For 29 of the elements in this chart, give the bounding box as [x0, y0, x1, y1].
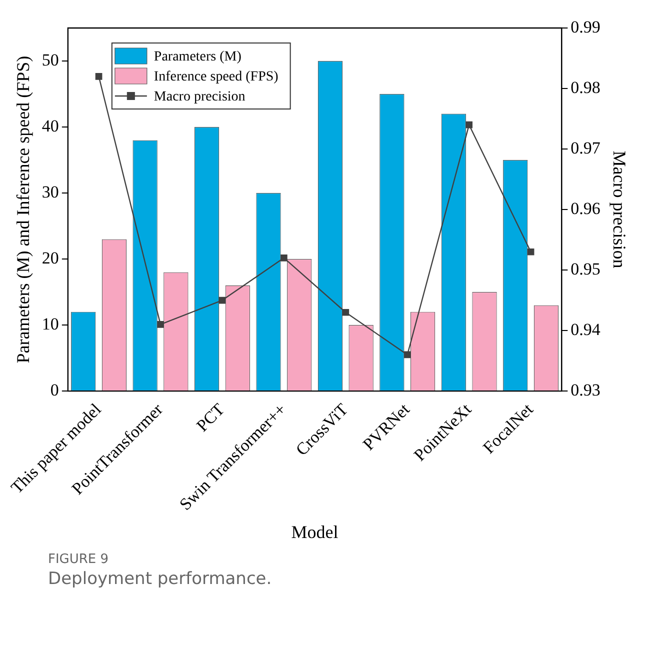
y2-tick-label: 0.94 — [570, 320, 601, 340]
point — [280, 254, 288, 262]
caption: FIGURE 9 — [48, 552, 110, 567]
point — [466, 121, 473, 128]
x-axis-title: Model — [291, 522, 338, 542]
point — [342, 308, 350, 316]
y2-tick-label: 0.98 — [570, 78, 600, 97]
legend-label: Macro precision — [154, 90, 246, 105]
legend-label: Inference speed (FPS) — [154, 70, 279, 85]
y2-tick-label: 0.99 — [570, 17, 600, 36]
y2-axis-title: Macro precision — [609, 150, 630, 268]
point — [157, 321, 164, 328]
y2-tick-label: 0.96 — [570, 198, 600, 218]
y2-tick-label: 0.93 — [570, 380, 600, 400]
point — [404, 351, 411, 358]
y-tick-label: 30 — [42, 182, 59, 202]
y2-tick-label: 0.95 — [570, 259, 600, 278]
point — [218, 296, 226, 304]
y-tick-label: 40 — [42, 116, 59, 136]
y-tick-label: 0 — [50, 380, 59, 400]
legend-label: Parameters (M) — [154, 50, 242, 65]
text: Deployment performance. — [48, 569, 273, 589]
y-tick-label: 10 — [42, 314, 59, 334]
y-tick-label: 20 — [42, 248, 59, 268]
point — [527, 248, 534, 256]
y-axis-title: Parameters (M) and Inference speed (FPS) — [12, 56, 33, 364]
y-tick-label: 50 — [42, 50, 59, 70]
y2-tick-label: 0.97 — [570, 138, 601, 158]
point — [95, 72, 102, 80]
